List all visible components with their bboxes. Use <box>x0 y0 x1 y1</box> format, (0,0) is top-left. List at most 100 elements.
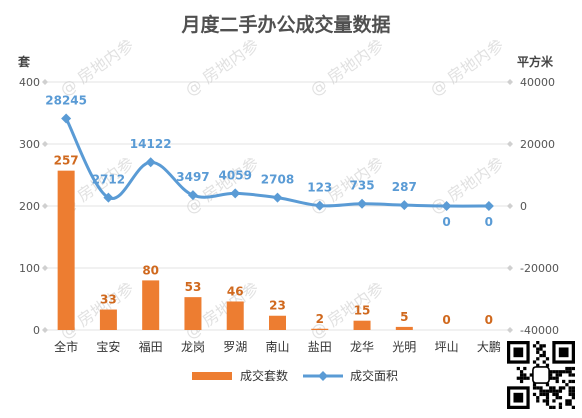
qr-module <box>545 363 550 367</box>
qr-module <box>568 399 572 403</box>
qr-module <box>562 386 566 390</box>
bar <box>142 280 160 330</box>
qr-module <box>519 379 524 384</box>
left-tick-marker <box>42 265 48 271</box>
line-data-labels: 28245 2712 14122 3497 4059 2708 123 735 287 0 0 <box>45 93 493 229</box>
legend-bar-swatch <box>192 372 232 380</box>
qr-module <box>519 376 524 380</box>
category-label: 龙岗 <box>181 340 205 354</box>
qr-module <box>558 389 563 393</box>
watermark-text: @ 房地内参 <box>57 35 138 99</box>
right-tick-label: 20000 <box>520 138 555 151</box>
qr-module <box>552 389 556 393</box>
qr-module <box>571 392 575 397</box>
qr-module <box>568 373 572 377</box>
right-tick-label: -40000 <box>520 324 559 337</box>
qr-module <box>568 389 572 393</box>
qr-module <box>539 344 543 348</box>
qr-module <box>532 360 537 364</box>
qr-module <box>568 402 572 406</box>
qr-module <box>549 376 553 380</box>
bar-value-label: 0 <box>442 313 450 327</box>
qr-module <box>542 360 546 364</box>
qr-module <box>532 344 537 348</box>
left-tick-label: 100 <box>19 262 40 275</box>
qr-module <box>562 370 566 374</box>
qr-module <box>523 366 527 371</box>
bar-series <box>57 170 413 330</box>
line-value-label: 0 <box>485 215 493 229</box>
bar-value-label: 53 <box>185 280 202 294</box>
qr-module <box>571 396 575 400</box>
left-tick-label: 400 <box>19 76 40 89</box>
left-tick-marker <box>42 327 48 333</box>
qr-module <box>545 357 550 361</box>
line-point <box>103 192 114 203</box>
qr-module <box>555 376 559 380</box>
qr-module <box>542 389 546 393</box>
line-value-label: 0 <box>442 215 450 229</box>
qr-module <box>536 386 540 390</box>
qr-module <box>539 386 543 390</box>
right-axis-unit: 平方米 <box>517 54 554 69</box>
qr-module <box>568 386 572 390</box>
legend-line-marker <box>318 371 328 381</box>
qr-module <box>539 347 543 351</box>
qr-module <box>565 383 569 387</box>
watermark-text: @ 房地内参 <box>307 278 388 342</box>
qr-module <box>519 373 524 377</box>
watermark-text: @ 房地内参 <box>307 35 388 99</box>
qr-finder-core <box>558 347 569 358</box>
bar <box>395 326 413 330</box>
left-tick-marker <box>42 141 48 147</box>
watermark-text: @ 房地内参 <box>182 153 263 217</box>
qr-module <box>516 366 520 371</box>
line-point <box>483 201 494 211</box>
category-label: 龙华 <box>350 340 374 354</box>
legend: 成交套数 成交面积 <box>192 368 398 383</box>
bar-value-label: 80 <box>142 263 159 277</box>
left-axis-ticks: 0 100 200 300 400 <box>19 76 48 337</box>
category-label: 福田 <box>139 339 163 354</box>
qr-module <box>552 386 556 390</box>
line-value-label: 4059 <box>219 168 252 182</box>
line-point <box>145 157 156 168</box>
qr-module <box>571 386 575 390</box>
left-tick-label: 0 <box>33 324 40 337</box>
legend-bar-label: 成交套数 <box>240 368 288 383</box>
category-labels: 全市 宝安 福田 龙岗 罗湖 南山 盐田 龙华 光明 坪山 大鹏 <box>54 339 501 354</box>
line-point <box>230 188 241 199</box>
qr-module <box>552 370 556 374</box>
qr-module <box>571 373 575 377</box>
chart-title: 月度二手办公成交量数据 <box>180 13 390 36</box>
qr-finder-core <box>513 392 524 403</box>
qr-module <box>536 357 540 361</box>
line-value-label: 735 <box>350 179 375 193</box>
right-tick-label: 0 <box>520 200 527 213</box>
line-point <box>441 201 452 211</box>
line-point <box>187 190 198 201</box>
bar-value-label: 46 <box>227 284 244 298</box>
bar-data-labels: 257 33 80 53 46 23 2 15 5 0 0 <box>54 154 493 327</box>
line-point <box>314 200 325 211</box>
qr-module <box>555 370 559 374</box>
qr-module <box>555 373 559 377</box>
qr-center-logo <box>532 366 550 384</box>
bar-value-label: 2 <box>316 312 324 326</box>
qr-module <box>539 353 543 358</box>
qr-module <box>536 399 540 403</box>
qr-module <box>571 366 575 371</box>
qr-module <box>562 379 566 384</box>
line-value-label: 2708 <box>261 173 294 187</box>
qr-module <box>542 344 546 348</box>
line-value-label: 123 <box>307 181 332 195</box>
qr-module <box>545 396 550 400</box>
category-label: 坪山 <box>435 340 459 354</box>
qr-module <box>542 399 546 403</box>
qr-module <box>571 379 575 384</box>
qr-module <box>568 392 572 397</box>
category-label: 罗湖 <box>223 339 247 354</box>
qr-module <box>532 386 537 390</box>
qr-module <box>558 396 563 400</box>
qr-module <box>526 376 530 380</box>
